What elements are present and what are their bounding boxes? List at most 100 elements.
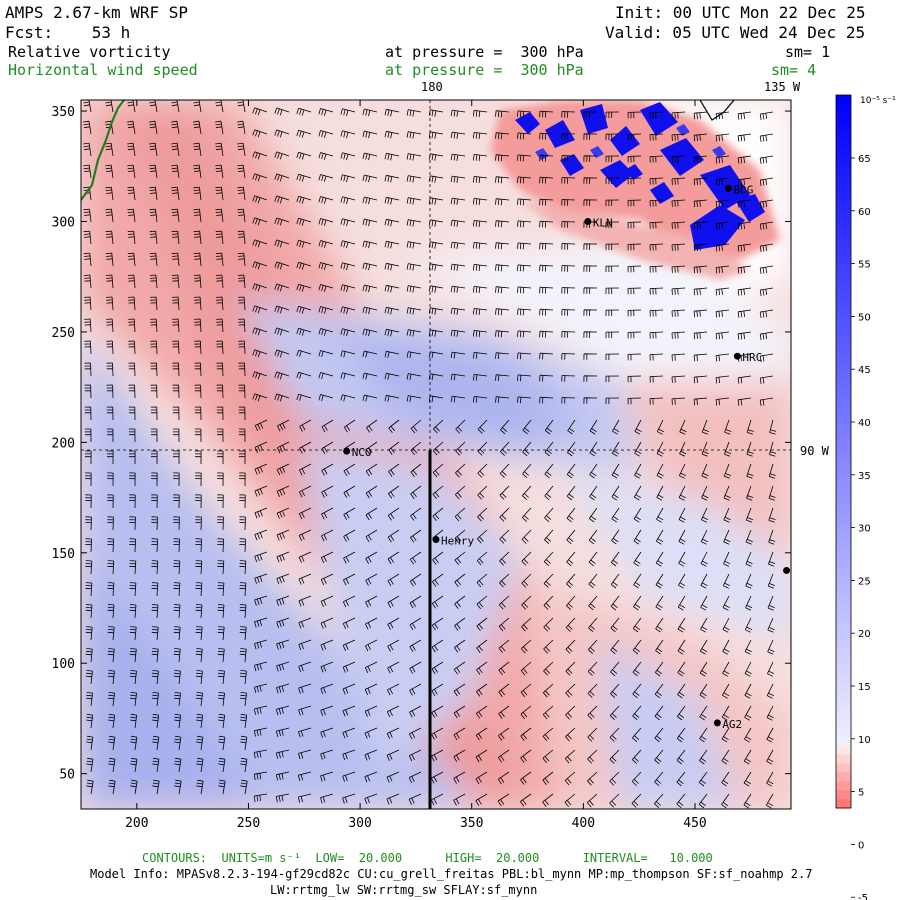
colorbar-cell <box>836 344 851 354</box>
colorbar-cell <box>836 754 851 764</box>
label-135w: 135 W <box>764 80 801 94</box>
y-tick-label: 300 <box>52 215 75 230</box>
coastline <box>81 100 125 201</box>
x-tick-label: 350 <box>460 816 483 831</box>
colorbar-cell <box>836 638 851 649</box>
colorbar-label: 65 <box>858 154 871 165</box>
colorbar-cell <box>836 745 851 756</box>
colorbar-label: 25 <box>858 576 871 587</box>
colorbar-cell <box>836 558 851 568</box>
field1-smoothing: sm= 1 <box>785 43 831 61</box>
colorbar-label: 60 <box>858 207 871 218</box>
colorbar-cell <box>836 175 851 185</box>
colorbar-cell <box>836 656 851 666</box>
colorbar-cell <box>836 308 851 319</box>
station-label: Henry <box>441 535 474 548</box>
colorbar-label: 35 <box>858 471 871 482</box>
field1-level: at pressure = 300 hPa <box>385 43 584 61</box>
colorbar-cell <box>836 718 851 729</box>
colorbar-cell <box>836 487 851 497</box>
colorbar-cell <box>836 603 851 613</box>
colorbar-cell <box>836 193 851 203</box>
x-tick-label: 400 <box>572 816 595 831</box>
colorbar-cell <box>836 683 851 693</box>
colorbar-cell <box>836 531 851 542</box>
colorbar-cell <box>836 611 851 622</box>
field1-name: Relative vorticity <box>8 43 171 61</box>
wind-barbs <box>82 100 777 809</box>
colorbar-cell <box>836 335 851 346</box>
colorbar-cell <box>836 326 851 337</box>
colorbar-cell <box>836 415 851 426</box>
field2-smoothing: sm= 4 <box>771 61 817 79</box>
colorbar-cell <box>836 273 851 283</box>
colorbar-label: 40 <box>858 418 871 429</box>
y-tick-label: 100 <box>52 657 75 672</box>
vorticity-max-blobs <box>515 102 765 250</box>
model-info-physics: LW:rrtmg_lw SW:rrtmg_sw SFLAY:sf_mynn <box>270 883 538 897</box>
y-axis: 50 100 150 200 250 300 350 <box>52 105 791 783</box>
colorbar-cell <box>836 433 851 444</box>
station-label: BDG <box>733 183 753 196</box>
colorbar-cell <box>836 567 851 577</box>
x-tick-label: 300 <box>348 816 371 831</box>
station-marker <box>584 217 592 225</box>
colorbar-cell <box>836 469 851 479</box>
colorbar-label: 15 <box>858 682 871 693</box>
colorbar-cell <box>836 772 851 782</box>
colorbar-label: 20 <box>858 629 871 640</box>
colorbar-cell <box>836 282 851 292</box>
colorbar-cell <box>836 398 851 408</box>
colorbar-label: 30 <box>858 524 871 535</box>
field2-name: Horizontal wind speed <box>8 61 198 79</box>
colorbar-label: 50 <box>858 312 871 323</box>
field2-level: at pressure = 300 hPa <box>385 61 584 79</box>
colorbar-cell <box>836 246 851 256</box>
colorbar-cell <box>836 781 851 791</box>
colorbar-cell <box>836 139 851 149</box>
colorbar-cell <box>836 478 851 488</box>
valid-time: Valid: 05 UTC Wed 24 Dec 25 <box>605 23 866 42</box>
x-tick-label: 200 <box>125 816 148 831</box>
station-marker <box>713 719 721 727</box>
colorbar-cell <box>836 299 851 310</box>
colorbar-cell <box>836 389 851 399</box>
model-title: AMPS 2.67-km WRF SP <box>5 3 189 22</box>
colorbar-cell <box>836 496 851 506</box>
stations: NCO Henry KLN BDG HRC AG2 <box>343 183 791 731</box>
colorbar-cell <box>836 594 851 604</box>
colorbar-cell <box>836 219 851 230</box>
colorbar-cell <box>836 576 851 586</box>
colorbar-cell <box>836 424 851 435</box>
colorbar-cell <box>836 790 851 800</box>
plot-frame <box>80 99 792 810</box>
colorbar-cell <box>836 121 851 132</box>
station-label: AG2 <box>722 718 742 731</box>
colorbar-cell <box>836 95 851 105</box>
colorbar-cell <box>836 380 851 390</box>
colorbar-cell <box>836 629 851 640</box>
colorbar-cell <box>836 620 851 631</box>
forecast-hour: Fcst: 53 h <box>5 23 131 42</box>
station-marker <box>783 566 791 574</box>
colorbar-cell <box>836 692 851 702</box>
colorbar-cell <box>836 184 851 194</box>
station-label: HRC <box>742 351 762 364</box>
colorbar-cell <box>836 540 851 551</box>
colorbar-cell <box>836 799 851 809</box>
colorbar-cell <box>836 371 851 381</box>
x-tick-label: 450 <box>683 816 706 831</box>
model-info: Model Info: MPASv8.2.3-194-gf29cd82c CU:… <box>90 867 813 881</box>
colorbar-label: 0 <box>858 840 864 851</box>
station-marker <box>432 536 440 544</box>
colorbar-cell <box>836 210 851 221</box>
colorbar-unit: 10⁻⁵ s⁻¹ <box>860 96 896 106</box>
colorbar-cell <box>836 201 851 212</box>
colorbar-cell <box>836 451 851 461</box>
colorbar-cell <box>836 701 851 711</box>
colorbar-cell <box>836 585 851 595</box>
colorbar-label: -5 <box>858 893 868 900</box>
colorbar-label: 5 <box>858 788 864 799</box>
colorbar-cell <box>836 228 851 239</box>
